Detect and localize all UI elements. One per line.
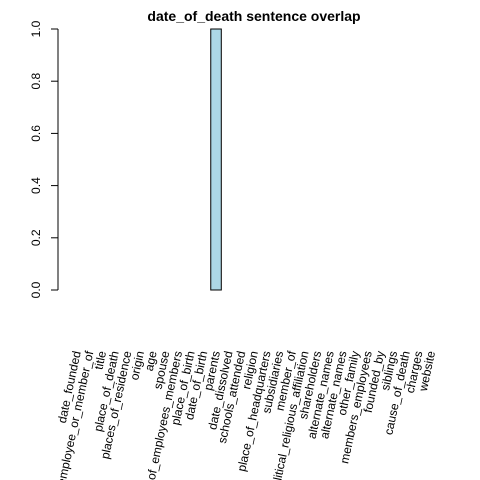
bars — [210, 28, 222, 291]
y-tick-label: 0.2 — [29, 229, 43, 246]
x-tick-label: title — [91, 349, 109, 370]
y-tick-label: 0.4 — [29, 177, 43, 194]
bar — [210, 28, 222, 291]
y-tick-label: 1.0 — [29, 20, 43, 37]
y-tick-label: 0.8 — [29, 73, 43, 90]
y-tick-label: 0.6 — [29, 125, 43, 142]
x-tick-label: age — [142, 349, 160, 372]
x-tick-label: origin — [127, 350, 147, 382]
chart-title: date_of_death sentence overlap — [147, 8, 360, 24]
y-tick-label: 0.0 — [29, 281, 43, 298]
y-axis: 0.0 0.2 0.4 0.6 0.8 1.0 — [29, 20, 59, 298]
x-axis-labels: date_foundedemployee_or_member_oftitlepl… — [54, 349, 438, 480]
